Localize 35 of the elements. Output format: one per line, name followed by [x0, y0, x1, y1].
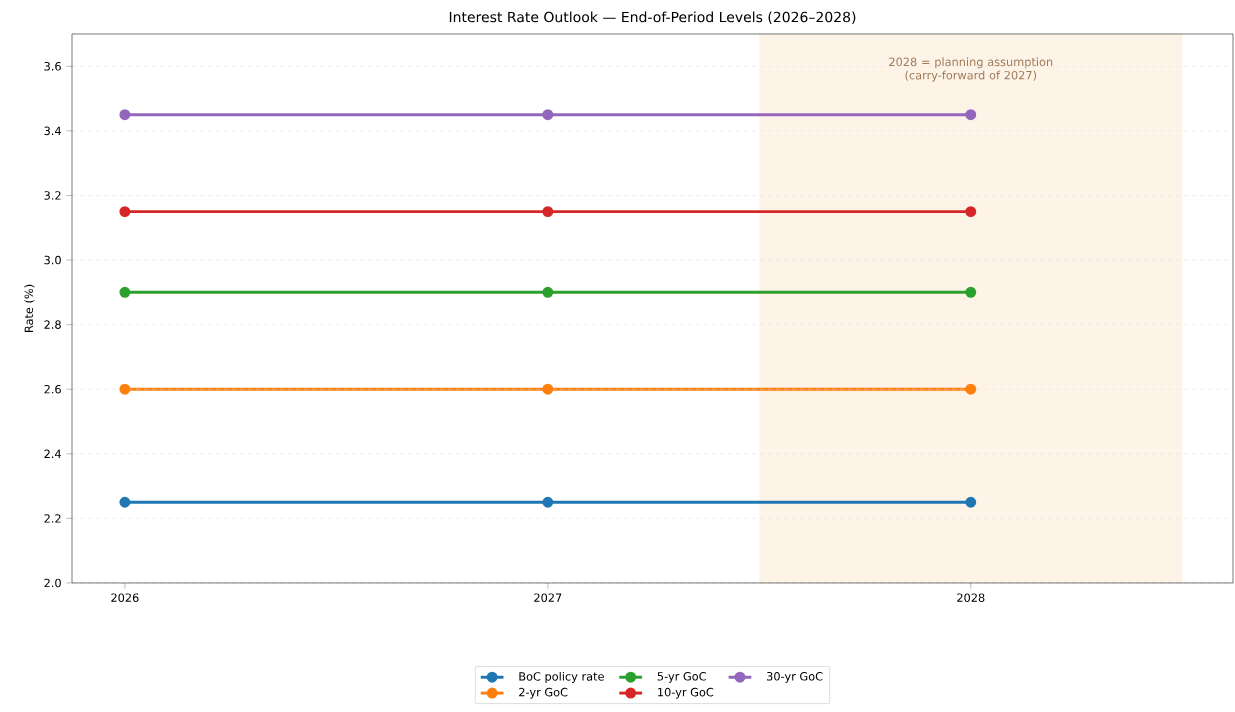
legend-label: 5-yr GoC	[657, 672, 706, 683]
y-tick-label: 2.0	[44, 578, 61, 588]
y-tick-label: 2.6	[44, 384, 61, 394]
point	[965, 496, 977, 508]
y-tick-label: 3.4	[44, 126, 61, 136]
point	[965, 109, 977, 121]
legend-label: 30-yr GoC	[767, 672, 823, 683]
legend-label: BoC policy rate	[519, 671, 604, 683]
point	[542, 383, 554, 395]
x-tick-label: 2027	[534, 593, 562, 602]
y-tick-label: 3.2	[44, 191, 61, 200]
y-tick-label: 2.8	[44, 320, 61, 329]
y-tick-label: 3.0	[44, 255, 61, 265]
point	[542, 109, 554, 121]
point	[119, 286, 131, 298]
point	[542, 286, 554, 298]
point	[119, 383, 131, 395]
point	[542, 206, 554, 218]
legend-label: 10-yr GoC	[658, 687, 714, 699]
chart-title: Interest Rate Outlook — End-of-Period Levels (2026–2028)	[449, 11, 856, 24]
band-label: 2028 = planning assumption (carry-forward of 2027)	[889, 57, 1053, 82]
y-tick-label: 2.4	[44, 449, 61, 459]
point	[119, 496, 131, 508]
y-tick-label: 2.2	[44, 514, 61, 523]
point	[119, 206, 131, 218]
point	[965, 206, 977, 218]
point	[542, 496, 554, 508]
legend-label: 2-yr GoC	[519, 687, 568, 699]
x-tick-label: 2028	[957, 593, 985, 602]
point	[119, 109, 131, 121]
y-axis-title: Rate (%)	[24, 284, 35, 332]
x-tick-label: 2026	[111, 593, 139, 602]
y-tick-label: 3.6	[44, 62, 61, 71]
point	[965, 286, 977, 298]
point	[965, 383, 977, 395]
